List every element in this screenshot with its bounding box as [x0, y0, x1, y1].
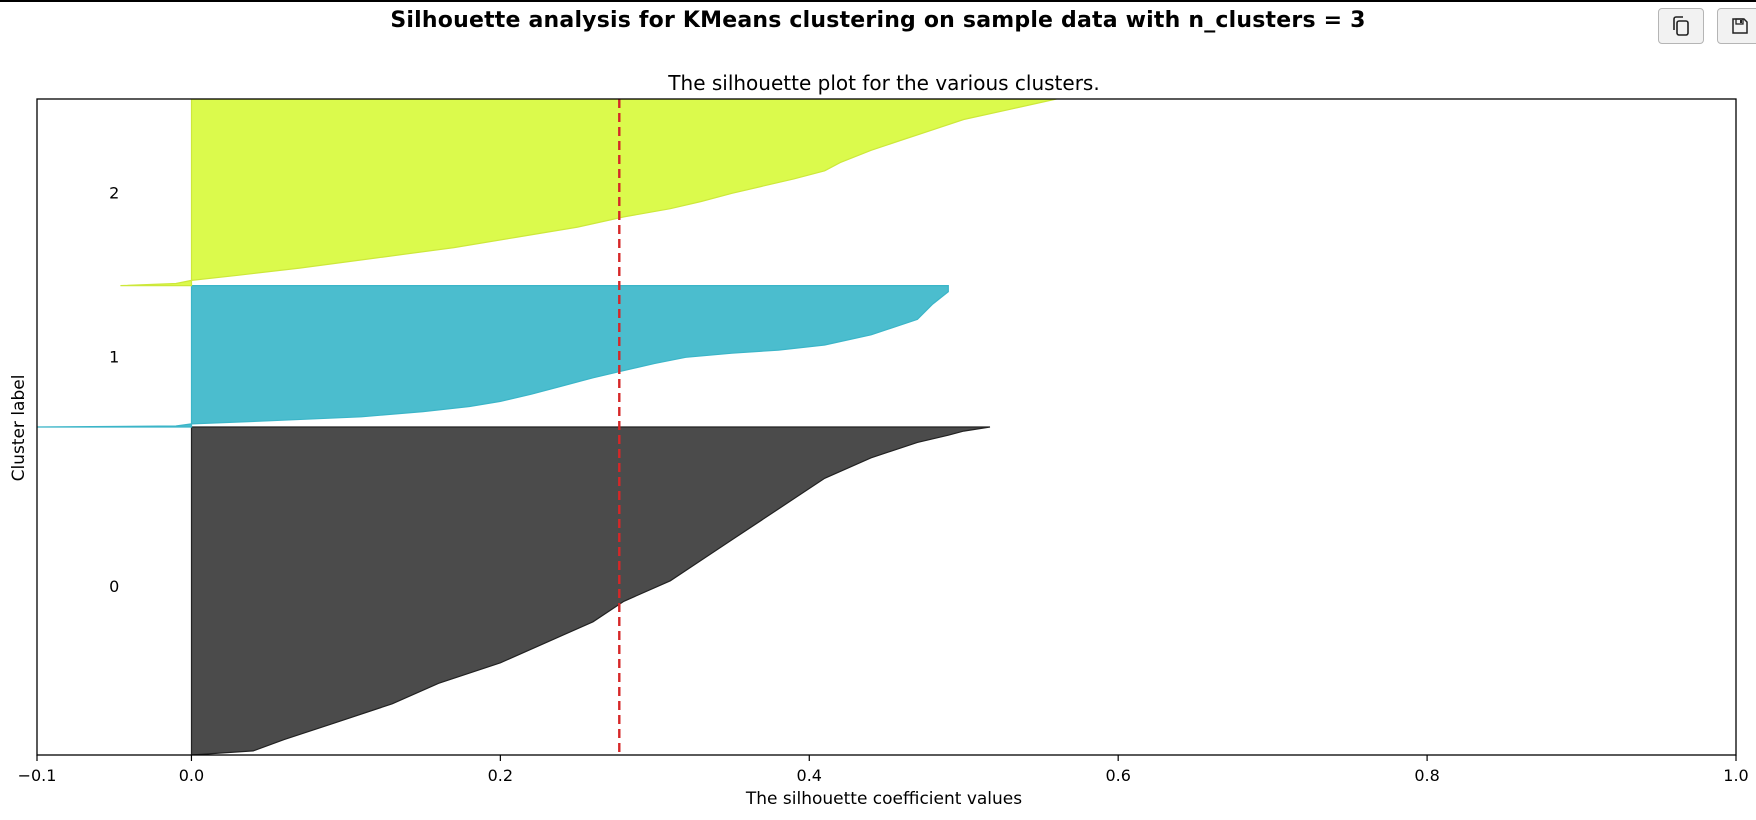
- x-tick-label: 0.6: [1105, 766, 1130, 785]
- x-tick-label: 0.4: [797, 766, 822, 785]
- x-axis-ticks: −0.1 0.0 0.2 0.4 0.6 0.8 1.0: [18, 755, 1749, 785]
- cluster-1-silhouette: [37, 285, 949, 428]
- cluster-2-label: 2: [109, 183, 119, 202]
- x-tick-label: −0.1: [18, 766, 57, 785]
- x-tick-label: 0.0: [179, 766, 204, 785]
- x-axis-label: The silhouette coefficient values: [745, 789, 1022, 809]
- cluster-0-label: 0: [109, 577, 119, 596]
- x-tick-label: 0.2: [488, 766, 513, 785]
- x-tick-label: 0.8: [1414, 766, 1439, 785]
- cluster-2-silhouette: [120, 99, 1057, 287]
- axes-frame: [36, 98, 1737, 756]
- copy-button[interactable]: [1658, 8, 1704, 44]
- chart-title: The silhouette plot for the various clus…: [667, 71, 1099, 95]
- x-tick-label: 1.0: [1723, 766, 1748, 785]
- save-button[interactable]: [1717, 8, 1756, 44]
- plot-area: 0 1 2: [37, 99, 1057, 755]
- copy-icon: [1673, 16, 1689, 36]
- cluster-0-silhouette: [190, 426, 991, 755]
- top-border-line: [0, 0, 1756, 2]
- cluster-1-label: 1: [109, 347, 119, 366]
- figure-suptitle: Silhouette analysis for KMeans clusterin…: [390, 8, 1366, 33]
- y-axis-label: Cluster label: [9, 375, 29, 482]
- save-icon: [1732, 18, 1748, 34]
